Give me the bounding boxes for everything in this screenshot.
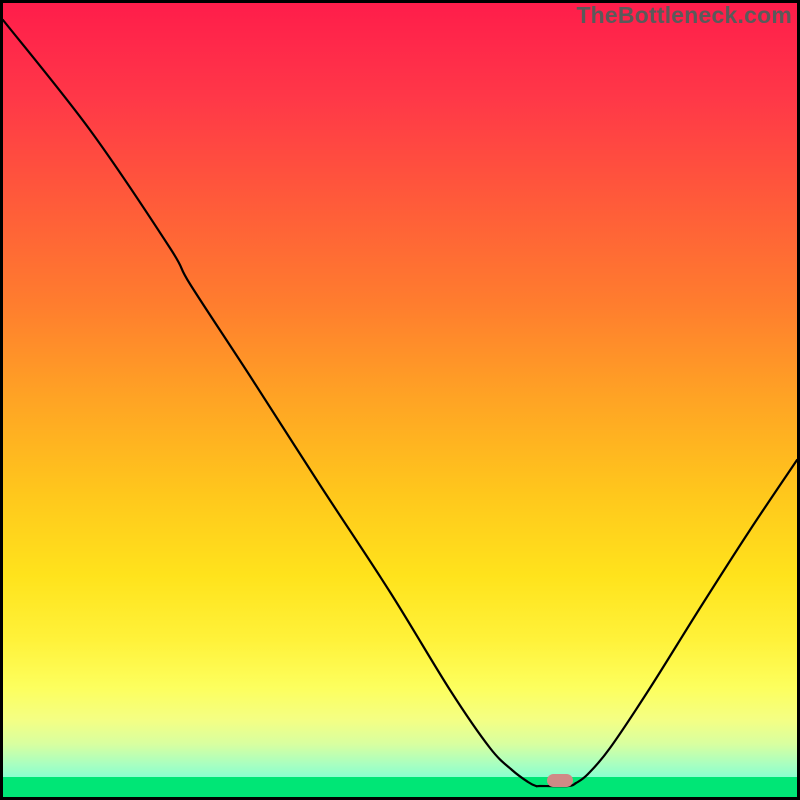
watermark-text: TheBottleneck.com <box>576 2 792 29</box>
heat-gradient-background <box>0 0 800 800</box>
target-marker <box>547 774 573 787</box>
chart-container: { "chart": { "type": "line", "width": 80… <box>0 0 800 800</box>
green-bottom-band <box>0 777 800 800</box>
